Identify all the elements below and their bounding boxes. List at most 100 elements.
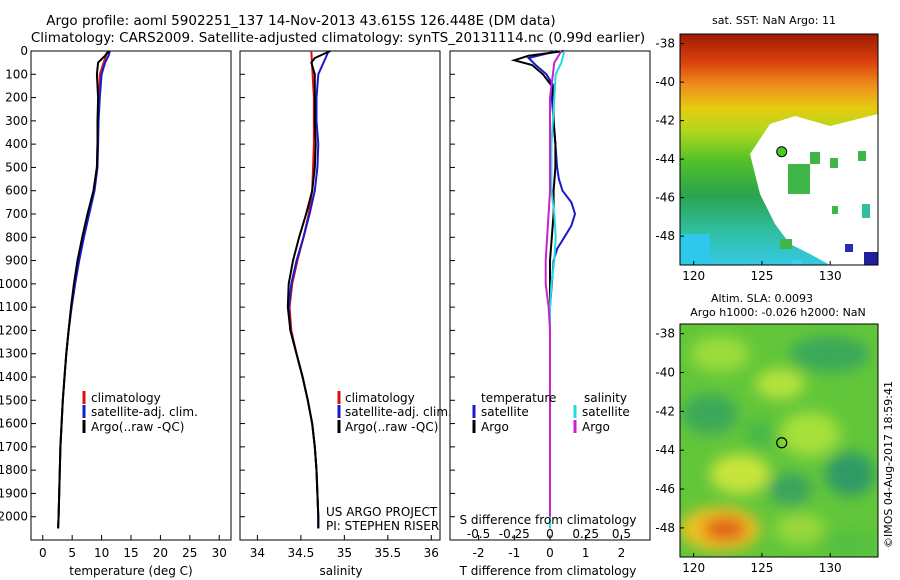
depth-tick-label: 1200: [0, 323, 28, 337]
salinity-axes-frame: [239, 50, 441, 541]
legend-label-sal-satellite: satellite: [582, 405, 630, 419]
x-tick-label: -2: [473, 546, 485, 560]
x-tick-label: 5: [68, 546, 76, 560]
series-line-salinity-argo: [544, 50, 563, 517]
x-tick-label: 0: [546, 527, 554, 541]
difference-legend-temperature: temperature satellite Argo: [472, 391, 556, 434]
difference-series: [510, 50, 577, 529]
legend-label-climatology: climatology: [91, 391, 161, 405]
difference-panel: -2 -1 0 1 2 -0.5 -0.25 0 0.25 0.5 S difference f…: [449, 50, 651, 578]
sst-map-frame: [679, 33, 879, 266]
depth-tick-label: 1100: [0, 300, 28, 314]
temperature-series: [57, 50, 111, 529]
map-y-tick-label: -38: [655, 37, 675, 51]
series-line-satellite-adj-clim: [57, 50, 111, 529]
temperature-axes-frame: [30, 50, 232, 541]
x-tick-label: 25: [182, 546, 197, 560]
temperature-x-axis: 0 5 10 15 20 25 30: [39, 535, 227, 560]
map-x-tick-label: 125: [750, 561, 773, 575]
legend-label-argo: Argo(..raw -QC): [91, 420, 184, 434]
salinity-legend: climatology satellite-adj. clim. Argo(..…: [337, 391, 452, 434]
sla-map-title-line-2: Argo h1000: -0.026 h2000: NaN: [690, 306, 866, 319]
float-position-marker: [776, 146, 788, 158]
project-annotation: US ARGO PROJECT: [326, 505, 438, 519]
depth-tick-label: 2000: [0, 510, 28, 524]
legend-label-temp-argo: Argo: [481, 420, 509, 434]
legend-title-salinity: salinity: [584, 391, 627, 405]
title-line-2: Climatology: CARS2009. Satellite-adjuste…: [31, 30, 645, 46]
legend-title-temperature: temperature: [481, 391, 556, 405]
title-line-1: Argo profile: aoml 5902251_137 14-Nov-20…: [46, 13, 555, 29]
depth-tick-label: 1500: [0, 393, 28, 407]
legend-label-climatology: climatology: [345, 391, 415, 405]
map-y-tick-label: -44: [655, 152, 675, 166]
temperature-x-label: temperature (deg C): [69, 564, 192, 578]
x-tick-label: 34.5: [288, 546, 315, 560]
x-tick-label: 10: [94, 546, 109, 560]
imos-credit: ©IMOS 04-Aug-2017 18:59:41: [882, 381, 895, 548]
map-x-tick-label: 130: [819, 269, 842, 283]
series-line-climatology: [57, 50, 109, 529]
temperature-panel: 0100200300400500600700800900100011001200…: [0, 44, 232, 578]
map-y-tick-label: -48: [655, 229, 675, 243]
x-tick-label: 0: [39, 546, 47, 560]
s-difference-x-axis: -0.5 -0.25 0 0.25 0.5: [467, 527, 631, 541]
x-tick-label: -0.25: [499, 527, 530, 541]
depth-tick-label: 300: [5, 114, 28, 128]
sla-map-frame: [679, 323, 879, 558]
legend-label-satellite: satellite-adj. clim.: [91, 405, 198, 419]
map-x-tick-label: 130: [819, 561, 842, 575]
series-line-satellite-adj-clim: [287, 50, 330, 529]
map-y-tick-label: -40: [655, 366, 675, 380]
sla-map-panel: Altim. SLA: 0.0093 Argo h1000: -0.026 h2…: [655, 292, 879, 575]
x-tick-label: 2: [618, 546, 626, 560]
depth-tick-label: 100: [5, 67, 28, 81]
s-difference-label: S difference from climatology: [460, 513, 637, 527]
x-tick-label: 30: [212, 546, 227, 560]
sst-map-title: sat. SST: NaN Argo: 11: [712, 14, 836, 27]
sla-map-image: [680, 324, 878, 557]
t-difference-label: T difference from climatology: [459, 564, 637, 578]
depth-tick-label: 200: [5, 91, 28, 105]
depth-tick-label: 900: [5, 254, 28, 268]
map-y-tick-label: -48: [655, 521, 675, 535]
sst-map-axes: 120 125 130 -38 -40 -42 -44 -46 -48: [655, 37, 841, 283]
depth-tick-label: 1600: [0, 417, 28, 431]
x-tick-label: 34: [250, 546, 265, 560]
salinity-y-ticks: [240, 50, 245, 518]
legend-label-satellite: satellite-adj. clim.: [345, 405, 452, 419]
depth-tick-label: 0: [20, 44, 28, 58]
legend-label-argo: Argo(..raw -QC): [345, 420, 438, 434]
salinity-x-label: salinity: [319, 564, 362, 578]
map-y-tick-label: -46: [655, 482, 675, 496]
depth-tick-label: 400: [5, 137, 28, 151]
map-y-tick-label: -44: [655, 443, 675, 457]
difference-y-ticks: [450, 50, 455, 518]
x-tick-label: 1: [582, 546, 590, 560]
depth-tick-label: 1800: [0, 463, 28, 477]
x-tick-label: 35.5: [374, 546, 401, 560]
depth-tick-label: 800: [5, 230, 28, 244]
x-tick-label: 15: [123, 546, 138, 560]
map-x-tick-label: 120: [682, 561, 705, 575]
series-line-argo-raw-qc: [57, 50, 110, 529]
legend-label-temp-satellite: satellite: [481, 405, 529, 419]
x-tick-label: 0.5: [612, 527, 631, 541]
depth-tick-label: 1000: [0, 277, 28, 291]
x-tick-label: 36: [424, 546, 439, 560]
map-y-tick-label: -46: [655, 191, 675, 205]
map-x-tick-label: 125: [750, 269, 773, 283]
map-y-tick-label: -40: [655, 75, 675, 89]
x-tick-label: -0.5: [467, 527, 490, 541]
depth-tick-label: 1300: [0, 347, 28, 361]
depth-tick-label: 500: [5, 160, 28, 174]
float-position-marker: [776, 437, 788, 449]
sla-map-title-line-1: Altim. SLA: 0.0093: [711, 292, 813, 305]
map-y-tick-label: -42: [655, 404, 675, 418]
series-line-temperature-argo: [510, 50, 565, 517]
depth-axis: 0 100 200 300 400 500 600 700 800 900 1000 1100 1200…: [0, 44, 36, 524]
x-tick-label: 0: [546, 546, 554, 560]
map-x-tick-label: 120: [682, 269, 705, 283]
temperature-legend: climatology satellite-adj. clim. Argo(..…: [82, 391, 198, 434]
